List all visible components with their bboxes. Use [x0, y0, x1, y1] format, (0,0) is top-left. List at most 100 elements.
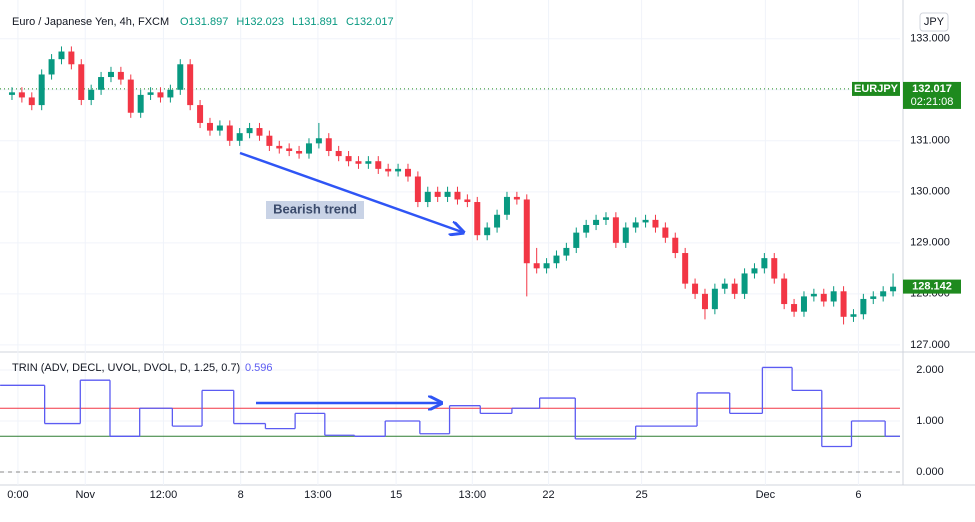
candle-body	[305, 143, 312, 154]
currency: JPY	[924, 16, 945, 28]
x-tick-label: Dec	[756, 489, 776, 501]
candle-body	[345, 156, 352, 162]
y-tick-label: 129.000	[910, 237, 950, 249]
candle-body	[583, 224, 590, 233]
candle-body	[682, 253, 689, 284]
candle-body	[642, 219, 649, 223]
candle-body	[612, 217, 619, 243]
candle-body	[711, 288, 718, 310]
candle-body	[315, 138, 322, 144]
candle-body	[820, 293, 827, 302]
candle-body	[18, 92, 25, 98]
indicator-title: TRIN (ADV, DECL, UVOL, DVOL, D, 1.25, 0.…	[12, 362, 240, 374]
candle-body	[38, 74, 45, 106]
candle-body	[385, 168, 392, 172]
candle-body	[771, 258, 778, 279]
ohlc-header: O131.897 H132.023 L131.891 C132.017	[180, 16, 394, 28]
candle-body	[830, 291, 837, 302]
candle-body	[761, 258, 768, 269]
x-tick-label: 25	[635, 489, 647, 501]
candle-body	[335, 151, 342, 157]
candle-body	[404, 168, 411, 177]
candle-body	[325, 138, 332, 152]
candle-body	[503, 196, 510, 215]
symbol-name: EURJPY	[854, 83, 899, 95]
candle-body	[78, 64, 85, 100]
candle-body	[246, 128, 253, 134]
x-tick-label: 0:00	[7, 489, 28, 501]
candle-body	[701, 293, 708, 310]
candle-body	[68, 51, 75, 65]
candle-body	[553, 255, 560, 264]
candle-body	[880, 291, 887, 297]
candle-body	[28, 97, 35, 106]
candle-body	[157, 92, 164, 98]
candle-body	[791, 304, 798, 312]
y-tick-label: 130.000	[910, 186, 950, 198]
price-badge	[903, 81, 961, 109]
candle-body	[484, 227, 491, 236]
plot: 127.000128.000129.000130.000131.000132.0…	[0, 0, 961, 501]
x-tick-label: 12:00	[150, 489, 178, 501]
candle-body	[256, 128, 263, 136]
last-price-badge	[903, 279, 961, 294]
candle-body	[513, 196, 520, 200]
candle-body	[58, 51, 65, 60]
candle-body	[197, 105, 204, 123]
candle-body	[523, 199, 530, 264]
y-tick-label: 127.000	[910, 339, 950, 351]
candle-body	[88, 89, 95, 100]
candle-body	[751, 268, 758, 274]
candle-body	[286, 148, 293, 152]
candle-body	[226, 125, 233, 141]
x-tick-label: 6	[855, 489, 861, 501]
candle-body	[652, 219, 659, 228]
candle-body	[296, 151, 303, 154]
candle-body	[266, 135, 273, 146]
candle-body	[860, 298, 867, 315]
candle-body	[48, 59, 55, 75]
candle-body	[216, 125, 223, 131]
candle-body	[137, 94, 144, 113]
candle-body	[721, 283, 728, 289]
candle-body	[177, 64, 184, 90]
candle-body	[622, 227, 629, 243]
candle-body	[434, 191, 441, 197]
candle-body	[206, 122, 213, 131]
ohlc-value: H132.023	[236, 16, 284, 28]
indicator-tick-label: 2.000	[916, 364, 944, 376]
candle-body	[741, 273, 748, 294]
candle-body	[187, 64, 194, 106]
last-price-label: 128.142	[912, 281, 952, 293]
candle-body	[365, 161, 372, 164]
candle-body	[464, 199, 471, 203]
candle-body	[107, 71, 114, 78]
candle-body	[167, 89, 174, 98]
candle-body	[593, 219, 600, 225]
price-badge-label: 132.017	[912, 83, 952, 95]
candle-body	[395, 168, 402, 172]
candle-body	[781, 278, 788, 305]
candle-body	[731, 283, 738, 294]
candle-body	[444, 191, 451, 197]
candle-body	[236, 133, 243, 141]
x-tick-label: 22	[542, 489, 554, 501]
candle-body	[533, 263, 540, 269]
candle-body	[850, 314, 857, 317]
candle-body	[474, 202, 481, 236]
candle-body	[543, 263, 550, 269]
candle-body	[890, 286, 897, 292]
candle-body	[494, 214, 501, 228]
y-tick-label: 133.000	[910, 33, 950, 45]
x-tick-label: 15	[390, 489, 402, 501]
candle-body	[692, 283, 699, 294]
trend-arrow	[239, 151, 462, 232]
symbol-badge	[852, 81, 900, 96]
candle-body	[414, 176, 421, 203]
indicator-tick-label: 0.000	[916, 466, 944, 478]
annotation-box	[266, 201, 364, 219]
candle-body	[662, 227, 669, 238]
candle-body	[602, 217, 609, 220]
candle-body	[117, 71, 124, 80]
